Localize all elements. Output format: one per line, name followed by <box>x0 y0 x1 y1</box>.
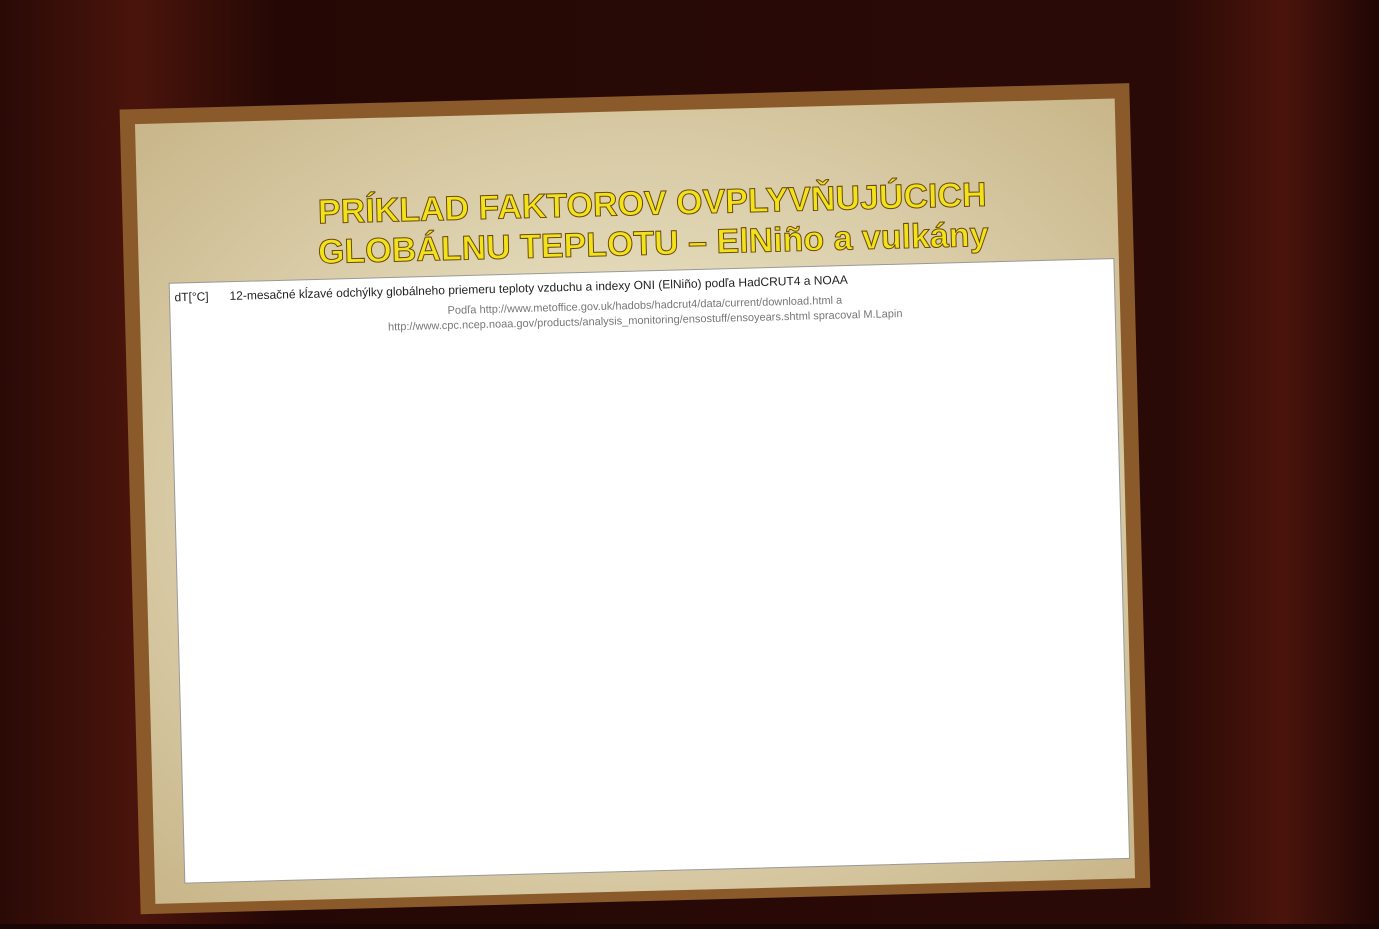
chart-area <box>168 258 1131 884</box>
slide: PRÍKLAD FAKTOROV OVPLYVŇUJÚCICH GLOBÁLNU… <box>119 83 1151 915</box>
y-axis-label: dT[°C] <box>174 289 208 304</box>
